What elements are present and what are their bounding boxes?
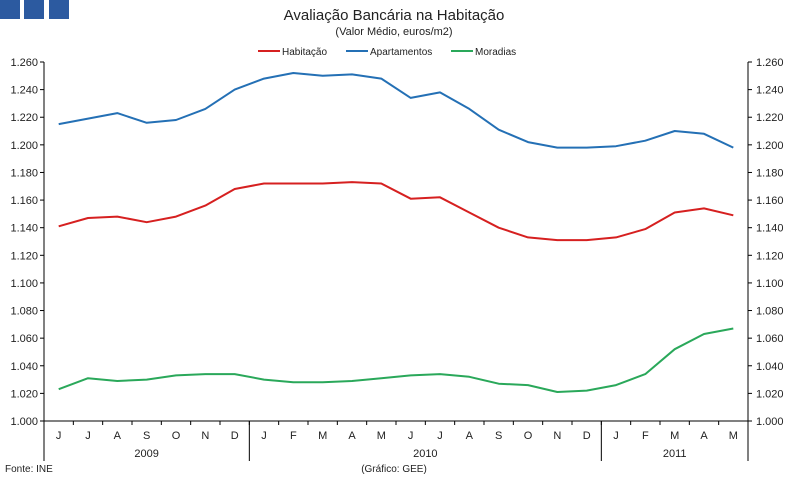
x-tick-label: A xyxy=(114,430,122,442)
y-tick-label-right: 1.120 xyxy=(756,250,784,262)
series-line-habitação xyxy=(58,181,734,242)
x-tick-label: A xyxy=(700,430,708,442)
y-tick-label-left: 1.220 xyxy=(10,112,38,124)
x-tick-label: N xyxy=(553,430,561,442)
x-tick-label: J xyxy=(408,430,414,442)
x-tick-label: M xyxy=(377,430,386,442)
y-tick-label-left: 1.040 xyxy=(10,361,38,373)
x-tick-label: D xyxy=(231,430,239,442)
y-tick-label-right: 1.060 xyxy=(756,333,784,345)
logo-square xyxy=(49,0,69,19)
y-tick-label-right: 1.240 xyxy=(756,85,784,97)
y-tick-label-left: 1.060 xyxy=(10,333,38,345)
x-tick-label: A xyxy=(466,430,474,442)
x-tick-label: J xyxy=(56,430,62,442)
logo-square xyxy=(24,0,44,19)
x-tick-label: S xyxy=(143,430,150,442)
y-tick-label-right: 1.000 xyxy=(756,416,784,428)
chart-subtitle: (Valor Médio, euros/m2) xyxy=(335,26,453,38)
y-tick-label-left: 1.140 xyxy=(10,223,38,235)
series-line-moradias xyxy=(58,327,734,393)
y-tick-label-right: 1.220 xyxy=(756,112,784,124)
y-tick-label-left: 1.100 xyxy=(10,278,38,290)
y-tick-label-left: 1.020 xyxy=(10,388,38,400)
x-tick-label: A xyxy=(348,430,356,442)
y-tick-label-right: 1.100 xyxy=(756,278,784,290)
y-tick-label-left: 1.000 xyxy=(10,416,38,428)
source-note: Fonte: INE xyxy=(5,464,53,475)
y-tick-label-left: 1.240 xyxy=(10,85,38,97)
y-tick-label-right: 1.080 xyxy=(756,306,784,318)
y-tick-label-right: 1.180 xyxy=(756,167,784,179)
legend-label: Habitação xyxy=(282,47,327,58)
y-tick-label-right: 1.160 xyxy=(756,195,784,207)
y-tick-label-left: 1.200 xyxy=(10,140,38,152)
x-tick-label: J xyxy=(613,430,619,442)
legend-label: Moradias xyxy=(475,47,516,58)
y-tick-label-left: 1.260 xyxy=(10,57,38,69)
x-tick-label: M xyxy=(729,430,738,442)
x-tick-label: D xyxy=(583,430,591,442)
y-tick-label-right: 1.020 xyxy=(756,388,784,400)
year-label: 2010 xyxy=(413,448,437,460)
y-tick-label-right: 1.200 xyxy=(756,140,784,152)
y-tick-label-left: 1.080 xyxy=(10,306,38,318)
y-tick-label-left: 1.120 xyxy=(10,250,38,262)
x-tick-label: O xyxy=(524,430,533,442)
logo-square xyxy=(0,0,20,19)
x-tick-label: J xyxy=(261,430,267,442)
x-tick-label: S xyxy=(495,430,502,442)
series-lines xyxy=(58,72,734,393)
x-tick-label: O xyxy=(172,430,181,442)
year-label: 2009 xyxy=(134,448,158,460)
chart-title: Avaliação Bancária na Habitação xyxy=(283,7,505,24)
chart-credit: (Gráfico: GEE) xyxy=(361,464,427,475)
x-tick-label: F xyxy=(642,430,649,442)
legend-label: Apartamentos xyxy=(370,47,432,58)
y-tick-label-right: 1.040 xyxy=(756,361,784,373)
x-tick-label: J xyxy=(85,430,91,442)
y-tick-label-right: 1.140 xyxy=(756,223,784,235)
year-label: 2011 xyxy=(663,448,687,460)
x-tick-label: J xyxy=(437,430,443,442)
y-tick-label-left: 1.160 xyxy=(10,195,38,207)
series-line-apartamentos xyxy=(58,72,734,149)
x-tick-label: M xyxy=(318,430,327,442)
x-tick-label: M xyxy=(670,430,679,442)
y-tick-label-left: 1.180 xyxy=(10,167,38,179)
axes: 1.000 1.000 1.020 1.020 1.040 1.040 1.060 1.060… xyxy=(10,57,784,461)
legend: Habitação Apartamentos Moradias xyxy=(258,47,516,58)
x-tick-label: F xyxy=(290,430,297,442)
y-tick-label-right: 1.260 xyxy=(756,57,784,69)
x-tick-label: N xyxy=(201,430,209,442)
